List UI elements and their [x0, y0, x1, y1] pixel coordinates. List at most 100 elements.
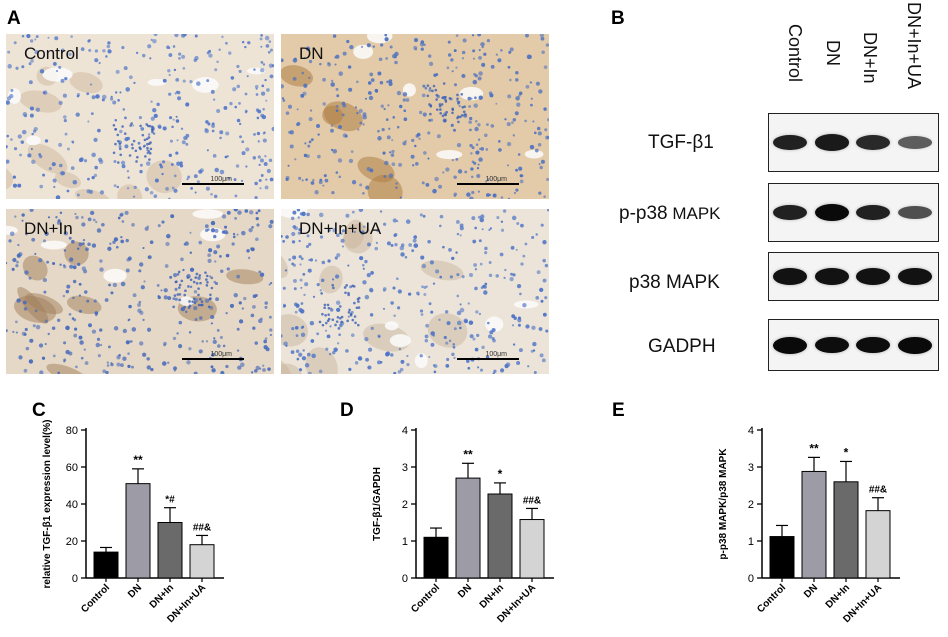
y-tick-label: 20 — [66, 536, 78, 548]
bar-control — [93, 551, 119, 579]
blot-strip-tgf-b1 — [768, 113, 939, 172]
significance-label: * — [844, 445, 849, 459]
scale-bar-label: 100μm — [485, 176, 507, 183]
significance-label: ** — [463, 447, 473, 461]
scale-bar-label: 100μm — [210, 351, 232, 358]
blot-band — [773, 336, 807, 354]
bar-chart-c: relative TGF-β1 expression level(%) 0 20 40… — [42, 420, 224, 625]
y-tick-label: 3 — [402, 462, 408, 474]
x-tick-label: DN+In — [148, 582, 176, 610]
blot-band — [898, 136, 932, 149]
micrograph-dn-image — [281, 34, 549, 199]
scale-bar-label: 100μm — [210, 176, 232, 183]
blot-label-gadph: GADPH — [648, 336, 716, 357]
bar-dn-in — [157, 522, 183, 579]
blot-label-p38-mapk: p38 MAPK — [629, 272, 720, 293]
y-tick-label: 60 — [66, 462, 78, 474]
y-tick-label: 0 — [748, 573, 754, 585]
significance-label: ##& — [523, 495, 541, 506]
significance-label: ##& — [193, 522, 211, 533]
blot-label-p-p38-mapk: p-p38 MAPK — [619, 203, 721, 224]
y-tick-label: 4 — [748, 425, 754, 437]
blot-band — [773, 134, 807, 151]
blot-band — [898, 268, 932, 285]
panel-letter-b: B — [611, 8, 625, 29]
blot-strip-p38-mapk — [768, 252, 939, 301]
blot-band — [815, 204, 849, 221]
x-tick-label: Control — [409, 582, 442, 615]
scale-bar — [182, 358, 244, 360]
y-axis-label: relative TGF-β1 expression level(%) — [42, 420, 53, 588]
micrograph-control-image — [6, 34, 274, 199]
blot-strip-p-p38-mapk — [768, 183, 939, 242]
micrograph-dn-in-ua: DN+In+UA 100μm — [281, 209, 549, 374]
bar-dn-in — [833, 481, 859, 579]
panel-letter-c: C — [32, 400, 46, 421]
scale-bar — [457, 183, 519, 185]
micrograph-label: Control — [24, 44, 79, 63]
blot-strip-gadph — [768, 319, 939, 371]
micrograph-dn-in-ua-image — [281, 209, 549, 374]
bar-dn-in-ua — [865, 510, 891, 579]
bar-dn — [125, 483, 151, 579]
bar-control — [769, 536, 795, 579]
y-tick-label: 1 — [402, 536, 408, 548]
bar-dn-in — [487, 493, 513, 579]
significance-label: ##& — [869, 485, 887, 496]
y-tick-label: 1 — [748, 536, 754, 548]
bar-chart-e: p-p38 MAPK/p38 MAPK 0 1 2 3 4 Control ** DN * DN+I… — [718, 425, 900, 625]
blot-band — [815, 336, 849, 354]
x-tick-label: DN — [456, 582, 474, 600]
blot-band — [856, 134, 890, 151]
micrograph-label: DN+In+UA — [299, 219, 382, 238]
blot-band — [773, 204, 807, 221]
x-tick-label: DN+In — [478, 582, 506, 610]
lane-label-control: Control — [785, 24, 805, 83]
y-tick-label: 2 — [402, 499, 408, 511]
significance-label: ** — [809, 441, 819, 455]
scale-bar-label: 100μm — [485, 351, 507, 358]
significance-label: * — [498, 467, 503, 481]
lane-label-dn-in: DN+In — [860, 32, 880, 84]
lane-label-dn-in-ua: DN+In+UA — [904, 2, 924, 90]
blot-band — [898, 205, 932, 220]
micrograph-dn: DN 100μm — [281, 34, 549, 199]
y-tick-label: 2 — [748, 499, 754, 511]
blot-band — [815, 268, 849, 285]
y-axis-label: p-p38 MAPK/p38 MAPK — [718, 448, 729, 560]
blot-band — [856, 268, 890, 285]
blot-band — [773, 268, 807, 285]
panel-letter-a: A — [7, 8, 21, 29]
panel-letter-e: E — [612, 400, 625, 421]
blot-band — [856, 204, 890, 221]
blot-band — [815, 134, 849, 151]
y-tick-label: 80 — [66, 425, 78, 437]
x-tick-label: DN+In — [824, 582, 852, 610]
blot-band — [898, 336, 932, 354]
micrograph-label: DN — [299, 44, 324, 63]
y-tick-label: 40 — [66, 499, 78, 511]
significance-label: *# — [165, 495, 175, 506]
panel-letter-d: D — [340, 400, 354, 421]
y-tick-label: 0 — [72, 573, 78, 585]
bar-dn-in-ua — [519, 519, 545, 579]
x-tick-label: Control — [755, 582, 788, 615]
bar-chart-d: TGF-β1/GAPDH01234Control**DN*DN+In##&DN+… — [372, 425, 554, 625]
x-tick-label: DN — [802, 582, 820, 600]
y-tick-label: 4 — [402, 425, 408, 437]
micrograph-control: Control 100μm — [6, 34, 274, 199]
x-tick-label: Control — [79, 582, 112, 615]
blot-label-tgf-b1: TGF-β1 — [648, 132, 714, 153]
lane-label-dn: DN — [823, 40, 843, 66]
significance-label: ** — [133, 453, 143, 467]
bar-dn — [455, 477, 481, 579]
y-tick-label: 3 — [748, 462, 754, 474]
y-axis-label: TGF-β1/GAPDH — [372, 467, 383, 541]
micrograph-dn-in: DN+In 100μm — [6, 209, 274, 374]
bar-dn-in-ua — [189, 544, 215, 579]
y-tick-label: 0 — [402, 573, 408, 585]
scale-bar — [182, 183, 244, 185]
x-tick-label: DN — [126, 582, 144, 600]
blot-band — [856, 336, 890, 354]
bar-dn — [801, 470, 827, 579]
